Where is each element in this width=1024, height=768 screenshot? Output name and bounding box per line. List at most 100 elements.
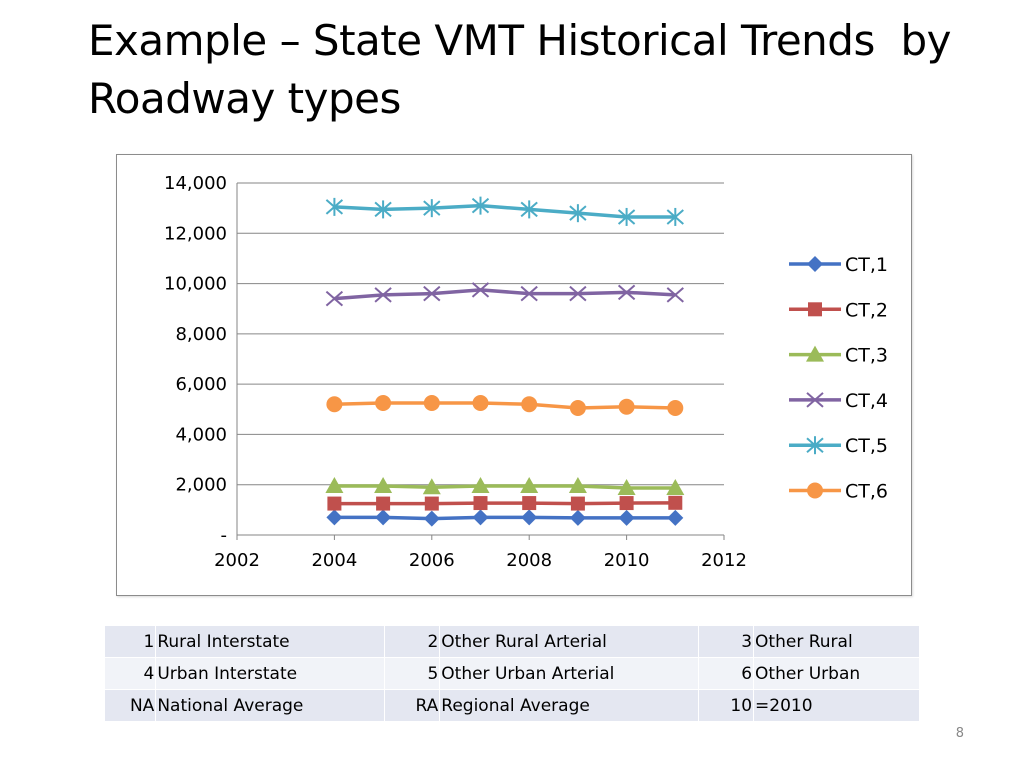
axis-layer: - 2,000 4,000 6,000 8,000 10,000 12,000 14,000 2…: [164, 173, 747, 571]
key-name-cell: Other Urban Arterial: [439, 657, 699, 690]
data-point: [617, 284, 636, 301]
data-point: [326, 396, 343, 413]
key-table-row: NA National Average RA Regional Average 10 =2…: [103, 689, 920, 722]
legend-entry: CT,5: [789, 435, 888, 457]
x-tick-label: 2008: [506, 550, 552, 571]
data-point: [471, 282, 490, 298]
data-point: [618, 509, 635, 526]
data-point: [424, 496, 439, 511]
key-name-cell: Rural Interstate: [155, 625, 386, 658]
data-point: [569, 204, 587, 223]
page-number: 8: [955, 726, 964, 741]
legend-label: CT,6: [845, 481, 888, 503]
data-point: [423, 285, 441, 302]
data-point: [471, 196, 490, 215]
legend-marker: [806, 392, 824, 408]
x-tick-label: 2004: [311, 550, 357, 571]
legend-marker: [806, 345, 824, 362]
legend-marker: [806, 436, 824, 455]
grid-layer: [237, 182, 724, 486]
key-name-cell: Other Urban: [753, 657, 920, 690]
key-code-cell: 6: [697, 657, 755, 690]
y-tick-label: 2,000: [175, 475, 227, 496]
data-point: [666, 478, 685, 495]
y-tick-label: 12,000: [164, 223, 227, 244]
data-point: [423, 395, 440, 411]
data-point: [327, 496, 342, 511]
key-code-cell: 3: [697, 625, 755, 658]
legend-entry: CT,4: [789, 390, 888, 412]
data-point: [667, 400, 684, 417]
data-point: [374, 287, 392, 303]
data-point: [473, 496, 488, 511]
y-tick-label: 14,000: [164, 173, 227, 194]
data-point: [423, 199, 441, 218]
legend-label: CT,3: [845, 345, 888, 367]
data-point: [521, 509, 538, 526]
series-layer: [325, 196, 685, 527]
legend-label: CT,1: [845, 254, 888, 276]
data-point: [325, 290, 344, 307]
data-point: [422, 478, 441, 495]
x-tick-label: 2012: [701, 550, 747, 571]
legend-entry: CT,3: [789, 345, 888, 367]
data-point: [520, 285, 538, 302]
data-point: [668, 495, 683, 510]
series-line: [334, 203, 676, 219]
data-point: [569, 400, 586, 417]
data-point: [374, 476, 393, 493]
x-tick-label: 2006: [409, 550, 455, 571]
key-name-cell: Other Rural: [753, 625, 920, 658]
key-name-cell: =2010: [753, 689, 920, 722]
data-point: [325, 476, 344, 493]
data-point: [471, 476, 490, 493]
key-code-cell: 10: [697, 689, 755, 722]
series-ct-6: [326, 395, 684, 417]
data-point: [666, 287, 684, 303]
legend-entry: CT,1: [789, 254, 888, 276]
key-code-cell: RA: [384, 689, 441, 722]
data-point: [522, 496, 537, 511]
series-line: [334, 401, 676, 410]
data-point: [569, 509, 586, 526]
legend-label: CT,2: [845, 299, 888, 321]
data-point: [472, 509, 489, 526]
series-line: [334, 515, 676, 521]
data-point: [376, 496, 391, 511]
key-code-cell: NA: [103, 689, 157, 722]
data-point: [423, 510, 440, 527]
series-ct-5: [325, 196, 684, 226]
data-point: [521, 396, 538, 413]
key-name-cell: Regional Average: [439, 689, 699, 722]
series-ct-2: [327, 495, 683, 511]
legend-entry: CT,2: [789, 299, 888, 321]
series-line: [334, 484, 676, 490]
data-point: [619, 496, 634, 511]
vmt-line-chart: - 2,000 4,000 6,000 8,000 10,000 12,000 14,000 2…: [164, 173, 888, 571]
data-point: [325, 197, 344, 216]
chart-frame: - 2,000 4,000 6,000 8,000 10,000 12,000 14,000 2…: [116, 154, 912, 596]
key-code-cell: 4: [103, 657, 157, 690]
roadway-type-key-table: 1 Rural Interstate 2 Other Rural Arterial 3 O…: [103, 625, 920, 722]
y-tick-label: -: [221, 525, 228, 546]
data-point: [618, 398, 635, 415]
data-point: [520, 476, 539, 493]
legend-entry: CT,6: [789, 481, 888, 503]
data-point: [375, 509, 392, 526]
series-line: [334, 288, 676, 301]
series-ct-3: [325, 476, 685, 495]
key-code-cell: 5: [384, 657, 441, 690]
series-ct-4: [325, 282, 684, 307]
data-point: [568, 476, 587, 493]
key-name-cell: National Average: [155, 689, 386, 722]
data-point: [667, 509, 684, 526]
y-tick-label: 6,000: [175, 374, 227, 395]
legend-marker: [807, 256, 823, 272]
series-line: [334, 501, 676, 506]
key-code-cell: 1: [103, 625, 157, 658]
data-point: [666, 207, 684, 226]
key-table-row: 1 Rural Interstate 2 Other Rural Arterial 3 O…: [103, 625, 920, 658]
legend-label: CT,4: [845, 390, 888, 412]
y-tick-label: 8,000: [175, 324, 227, 345]
legend-marker: [807, 482, 823, 499]
